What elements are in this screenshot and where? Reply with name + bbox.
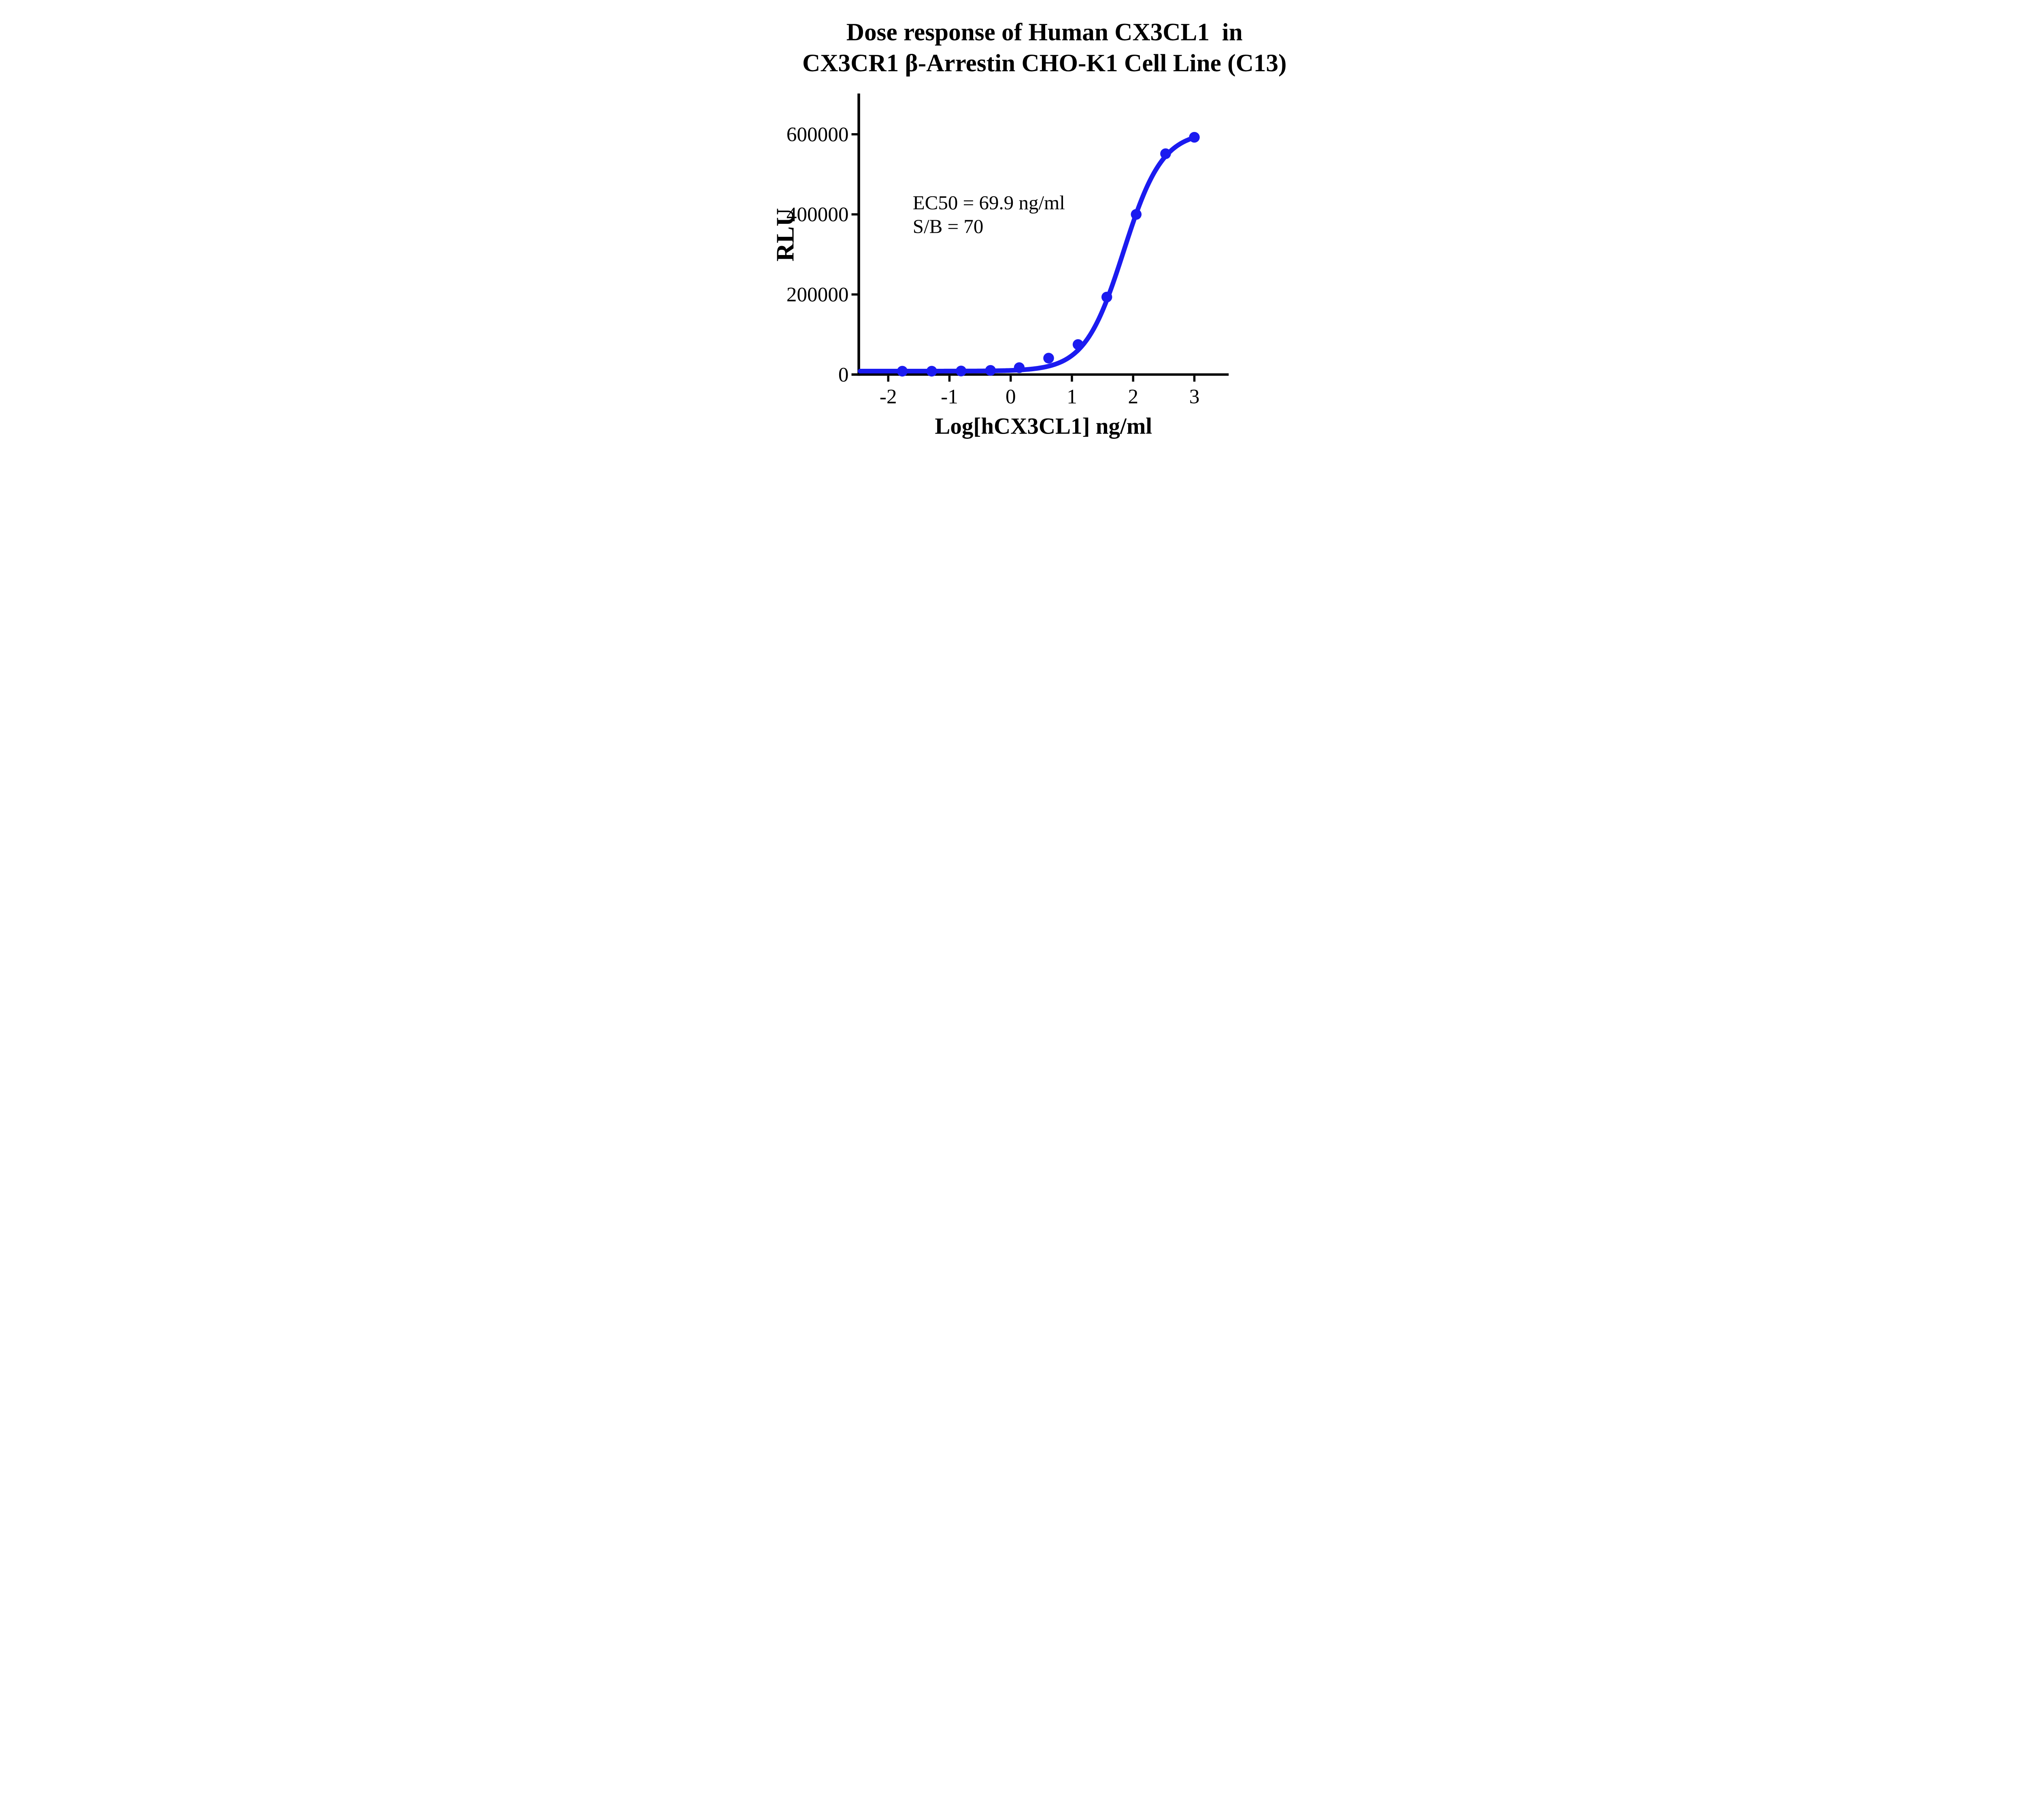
- x-tick: [887, 376, 889, 382]
- y-tick-label: 0: [838, 363, 849, 386]
- chart-title-line-2: CX3CR1 β-Arrestin CHO-K1 Cell Line (C13): [802, 49, 1286, 77]
- x-tick-label: -2: [880, 385, 897, 408]
- data-point: [1014, 362, 1025, 373]
- x-tick: [948, 376, 951, 382]
- y-axis-title: RLU: [771, 208, 799, 262]
- y-tick: [851, 293, 858, 296]
- annotation-signal-to-background: S/B = 70: [913, 215, 984, 238]
- y-axis-line: [857, 94, 860, 376]
- x-tick: [1010, 376, 1012, 382]
- data-point: [1189, 132, 1200, 143]
- dose-response-chart: Dose response of Human CX3CL1 in CX3CR1 …: [771, 19, 1286, 439]
- data-point: [985, 365, 996, 376]
- data-point: [926, 366, 937, 377]
- y-tick-label: 400000: [787, 203, 849, 226]
- annotation-ec50: EC50 = 69.9 ng/ml: [913, 191, 1065, 214]
- x-axis-title: Log[hCX3CL1] ng/ml: [935, 413, 1152, 439]
- data-point: [1072, 339, 1084, 350]
- x-tick-label: -1: [941, 385, 958, 408]
- y-tick-label: 200000: [787, 283, 849, 306]
- data-point: [1043, 353, 1054, 364]
- x-tick-label: 3: [1189, 385, 1200, 408]
- x-tick-label: 0: [1006, 385, 1016, 408]
- data-point: [897, 366, 908, 377]
- x-tick: [1132, 376, 1134, 382]
- fit-curve: [857, 135, 1197, 374]
- dose-response-figure: Dose response of Human CX3CL1 in CX3CR1 …: [737, 0, 1287, 455]
- data-point: [1160, 148, 1171, 159]
- x-axis-line: [851, 373, 1229, 376]
- chart-title-line-1: Dose response of Human CX3CL1 in: [846, 19, 1243, 46]
- y-tick: [851, 133, 858, 136]
- plot-area: 0 200000 400000 600000 -2 -1 0 1 2 3: [787, 94, 1229, 408]
- y-tick-label: 600000: [787, 123, 849, 146]
- y-tick: [851, 213, 858, 216]
- data-point: [1131, 209, 1142, 220]
- data-point: [955, 366, 967, 376]
- x-tick: [1071, 376, 1073, 382]
- data-point: [1101, 291, 1112, 303]
- x-tick: [1193, 376, 1196, 382]
- x-tick-label: 2: [1128, 385, 1138, 408]
- x-tick-label: 1: [1067, 385, 1077, 408]
